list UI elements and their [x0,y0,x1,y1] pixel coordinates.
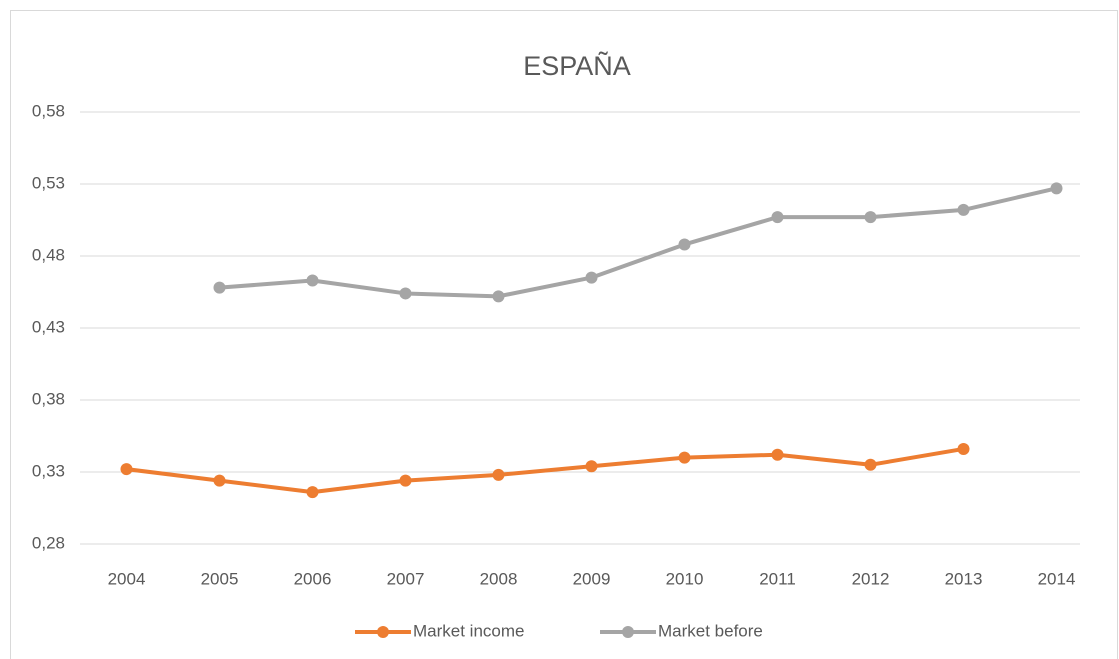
x-tick-label: 2010 [666,569,704,588]
x-tick-label: 2009 [573,569,611,588]
data-point [585,271,598,284]
x-tick-label: 2011 [759,569,796,588]
series-line [219,186,1057,299]
y-tick-label: 0,58 [32,101,65,120]
x-tick-label: 2007 [387,569,425,588]
y-tick-label: 0,28 [32,533,65,552]
data-point [306,486,319,499]
y-tick-label: 0,48 [32,245,65,264]
legend-label: Market income [413,621,524,640]
data-point [306,274,319,287]
data-point [678,238,691,251]
x-tick-label: 2006 [294,569,332,588]
chart-title: ESPAÑA [523,50,631,81]
data-point [957,203,970,216]
y-tick-label: 0,43 [32,317,65,336]
y-tick-label: 0,53 [32,173,65,192]
y-tick-label: 0,33 [32,461,65,480]
x-tick-label: 2012 [852,569,890,588]
x-tick-label: 2014 [1038,569,1076,588]
legend-marker [377,626,389,638]
data-point [585,460,598,473]
data-point [1050,182,1063,195]
data-point [120,463,133,476]
x-tick-label: 2004 [108,569,146,588]
data-point [399,474,412,487]
legend-marker [622,626,634,638]
data-point [678,451,691,464]
y-tick-label: 0,38 [32,389,65,408]
series-line [126,446,964,495]
data-point [492,468,505,481]
data-point [771,211,784,224]
data-point [399,287,412,300]
data-point [213,281,226,294]
data-point [213,474,226,487]
data-point [957,442,970,455]
data-point [492,290,505,303]
legend-label: Market before [658,621,763,640]
data-point [771,448,784,461]
data-point [864,458,877,471]
x-tick-label: 2013 [945,569,983,588]
chart-frame [10,10,1118,659]
x-tick-label: 2005 [201,569,239,588]
x-tick-label: 2008 [480,569,518,588]
data-point [864,211,877,224]
